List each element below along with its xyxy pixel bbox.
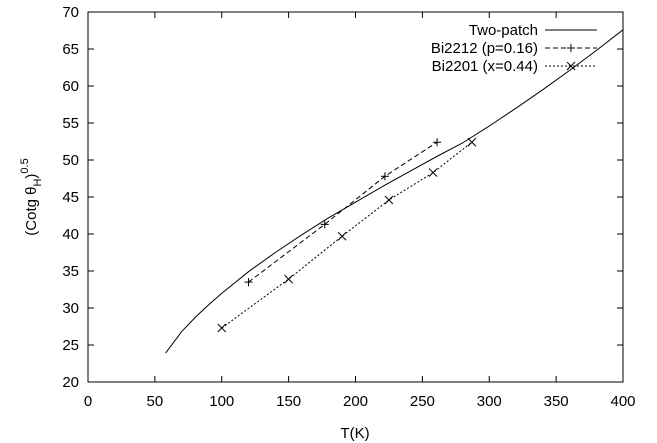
series-1 <box>165 29 624 354</box>
y-axis-label: (Cotg θH)0.5 <box>19 158 44 235</box>
data-point <box>244 278 253 287</box>
x-tick-label: 0 <box>84 393 92 410</box>
y-axis-label-subscript: H <box>32 179 44 187</box>
y-tick-label: 45 <box>62 189 79 206</box>
axis-ticks: 0 50 100 150 200 250 300 350 400 20 25 30 35 40 45 50 55… <box>62 4 635 410</box>
data-point <box>337 231 347 241</box>
y-tick-label: 65 <box>62 41 79 58</box>
x-tick-label: 50 <box>147 393 164 410</box>
x-tick-label: 350 <box>544 393 569 410</box>
marker-cross-b <box>217 323 227 333</box>
data-point <box>433 138 442 147</box>
series-line <box>165 29 624 354</box>
legend-label: Bi2201 (x=0.44) <box>432 58 538 75</box>
y-axis-label-main: (Cotg θ <box>23 187 40 236</box>
y-tick-label: 60 <box>62 78 79 95</box>
series-line <box>248 141 438 283</box>
y-axis-label-close: ) <box>23 174 40 179</box>
x-tick-label: 300 <box>477 393 502 410</box>
marker-cross-b <box>428 168 438 177</box>
y-tick-label: 50 <box>62 152 79 169</box>
y-tick-label: 40 <box>62 226 79 243</box>
data-point <box>467 137 477 147</box>
plot-frame <box>87 11 624 383</box>
marker-cross-b <box>566 61 576 71</box>
x-tick-label: 200 <box>343 393 368 410</box>
data-point <box>380 172 389 181</box>
y-axis-label-superscript: 0.5 <box>19 158 31 173</box>
plot-area-border <box>87 11 624 383</box>
legend-item-1: Two-patch <box>469 22 597 39</box>
marker-cross-b <box>284 274 293 284</box>
x-tick-label: 100 <box>209 393 234 410</box>
marker-cross-b <box>337 231 347 241</box>
y-tick-label: 70 <box>62 4 79 21</box>
legend-label: Two-patch <box>469 22 538 39</box>
x-axis-label: T(K) <box>340 425 369 442</box>
x-tick-label: 250 <box>410 393 435 410</box>
y-tick-label: 20 <box>62 374 79 391</box>
series-line <box>221 141 473 329</box>
legend-item-2: Bi2212 (p=0.16) <box>431 40 597 57</box>
data-point <box>284 274 293 284</box>
legend-label: Bi2212 (p=0.16) <box>431 40 538 57</box>
series-3 <box>217 137 477 333</box>
marker-cross-b <box>467 137 477 147</box>
data-point <box>217 323 227 333</box>
data-point <box>428 168 438 177</box>
series-layer <box>165 29 624 354</box>
legend-item-3: Bi2201 (x=0.44) <box>432 58 597 75</box>
y-tick-label: 25 <box>62 337 79 354</box>
y-tick-label: 55 <box>62 115 79 132</box>
x-tick-label: 150 <box>276 393 301 410</box>
series-2 <box>244 138 442 287</box>
data-point <box>384 195 394 205</box>
marker-cross-b <box>384 195 394 205</box>
data-point <box>320 220 329 229</box>
y-tick-label: 30 <box>62 300 79 317</box>
x-tick-label: 400 <box>610 393 635 410</box>
y-tick-label: 35 <box>62 263 79 280</box>
